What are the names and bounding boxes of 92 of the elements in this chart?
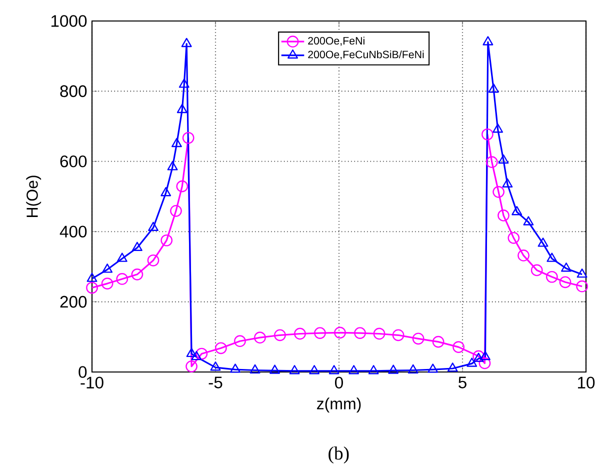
x-tick-label: -5 xyxy=(208,376,222,388)
point xyxy=(482,128,494,140)
point xyxy=(502,178,513,188)
point xyxy=(254,332,266,344)
point xyxy=(314,327,326,340)
point xyxy=(498,210,510,222)
point xyxy=(576,280,588,292)
point xyxy=(215,342,227,354)
point xyxy=(498,154,509,164)
x-tick-label: 0 xyxy=(335,376,343,389)
point xyxy=(473,352,484,362)
point xyxy=(368,365,379,374)
point xyxy=(196,348,208,360)
point xyxy=(466,358,478,367)
y-tick-label: 600 xyxy=(60,156,87,168)
point xyxy=(408,364,418,374)
point xyxy=(182,132,194,144)
point xyxy=(576,268,588,278)
x-tick-label: 5 xyxy=(458,376,466,388)
y-tick-label: 200 xyxy=(60,296,87,308)
legend-label: 200Oe,FeNi xyxy=(308,36,364,46)
point xyxy=(452,341,464,354)
point xyxy=(172,138,182,148)
point xyxy=(270,364,280,374)
point xyxy=(538,238,548,247)
point xyxy=(230,364,240,373)
point xyxy=(86,282,98,294)
point xyxy=(392,329,404,342)
point xyxy=(176,180,188,192)
point xyxy=(147,254,160,266)
y-tick-label: 0 xyxy=(78,366,87,378)
point xyxy=(116,252,128,262)
point xyxy=(512,206,522,216)
point xyxy=(289,365,300,374)
y-tick-label: 400 xyxy=(60,226,87,238)
point xyxy=(309,365,320,374)
point xyxy=(488,84,499,93)
point xyxy=(486,156,498,168)
point xyxy=(559,276,572,288)
point xyxy=(132,242,142,252)
point xyxy=(492,124,504,133)
point xyxy=(428,364,438,373)
point xyxy=(432,336,444,348)
y-tick-label: 800 xyxy=(60,85,87,98)
point xyxy=(191,351,202,360)
point xyxy=(186,360,198,372)
x-tick-label: 10 xyxy=(578,376,595,389)
point xyxy=(160,187,172,196)
point xyxy=(101,278,114,290)
point xyxy=(561,262,572,272)
point xyxy=(170,205,182,217)
point xyxy=(518,250,530,262)
point xyxy=(294,328,306,340)
point xyxy=(373,328,386,340)
point xyxy=(234,335,246,348)
point xyxy=(388,364,399,374)
point xyxy=(148,222,158,232)
point xyxy=(250,364,260,374)
point xyxy=(546,270,558,283)
point xyxy=(523,216,534,226)
legend-label: 200Oe,FeCuNbSiB/FeNi xyxy=(308,50,424,60)
point xyxy=(492,186,504,198)
point xyxy=(508,232,520,244)
x-tick-label: -10 xyxy=(80,376,104,389)
point xyxy=(167,161,178,170)
point xyxy=(354,327,366,340)
point xyxy=(131,268,144,280)
point xyxy=(181,38,192,48)
point xyxy=(116,273,128,285)
text: (b) xyxy=(328,446,349,464)
point xyxy=(478,357,491,370)
point xyxy=(274,329,286,342)
point xyxy=(334,326,346,339)
point xyxy=(482,36,494,46)
point xyxy=(472,350,484,362)
point xyxy=(160,234,173,246)
y-axis-title: H(Oe) xyxy=(26,176,42,218)
point xyxy=(348,365,360,374)
point xyxy=(480,351,490,360)
point xyxy=(412,332,424,345)
point xyxy=(530,264,543,276)
point xyxy=(546,252,558,262)
y-tick-label: 1000 xyxy=(51,15,87,27)
point xyxy=(328,365,340,374)
point xyxy=(447,362,458,372)
point xyxy=(86,272,98,282)
point xyxy=(176,104,188,114)
point xyxy=(102,264,113,273)
point xyxy=(210,362,221,371)
point xyxy=(186,348,197,358)
x-axis-title: z(mm) xyxy=(316,398,361,413)
point xyxy=(178,78,190,88)
